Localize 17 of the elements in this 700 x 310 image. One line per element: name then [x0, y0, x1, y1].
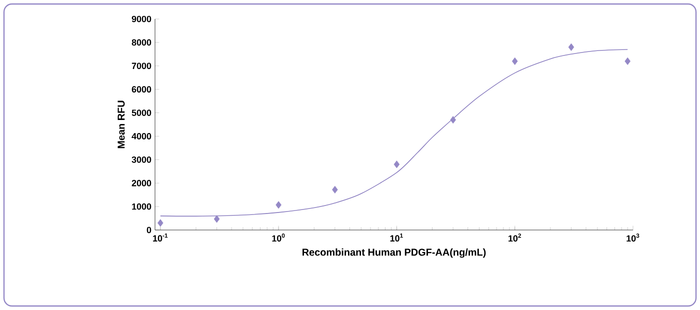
x-tick-label: 10$^{3}$ [626, 234, 640, 242]
y-tick-label: 9000 [132, 16, 152, 22]
y-tick-label: 4000 [132, 133, 152, 140]
x-tick-label: 10$^{0}$ [272, 234, 285, 242]
x-tick-label: 10$^{2}$ [508, 234, 522, 242]
y-tick-label: 3000 [132, 156, 152, 163]
y-tick-label: 0 [146, 226, 152, 234]
y-tick-label: 6000 [132, 86, 152, 93]
x-tick-label: 10$^{1}$ [390, 234, 403, 242]
y-tick-label: 7000 [132, 62, 152, 70]
y-tick-label: 2000 [132, 180, 152, 186]
y-tick-label: 5000 [132, 110, 152, 116]
y-tick-label: 8000 [132, 39, 152, 46]
y-tick-label: 1000 [132, 203, 152, 210]
x-tick-label: 10$^{-1}$ [153, 234, 168, 242]
x-axis-title: Recombinant Human PDGF-AA(ng/mL) [302, 248, 486, 258]
y-axis-title: Mean RFU [118, 100, 125, 148]
